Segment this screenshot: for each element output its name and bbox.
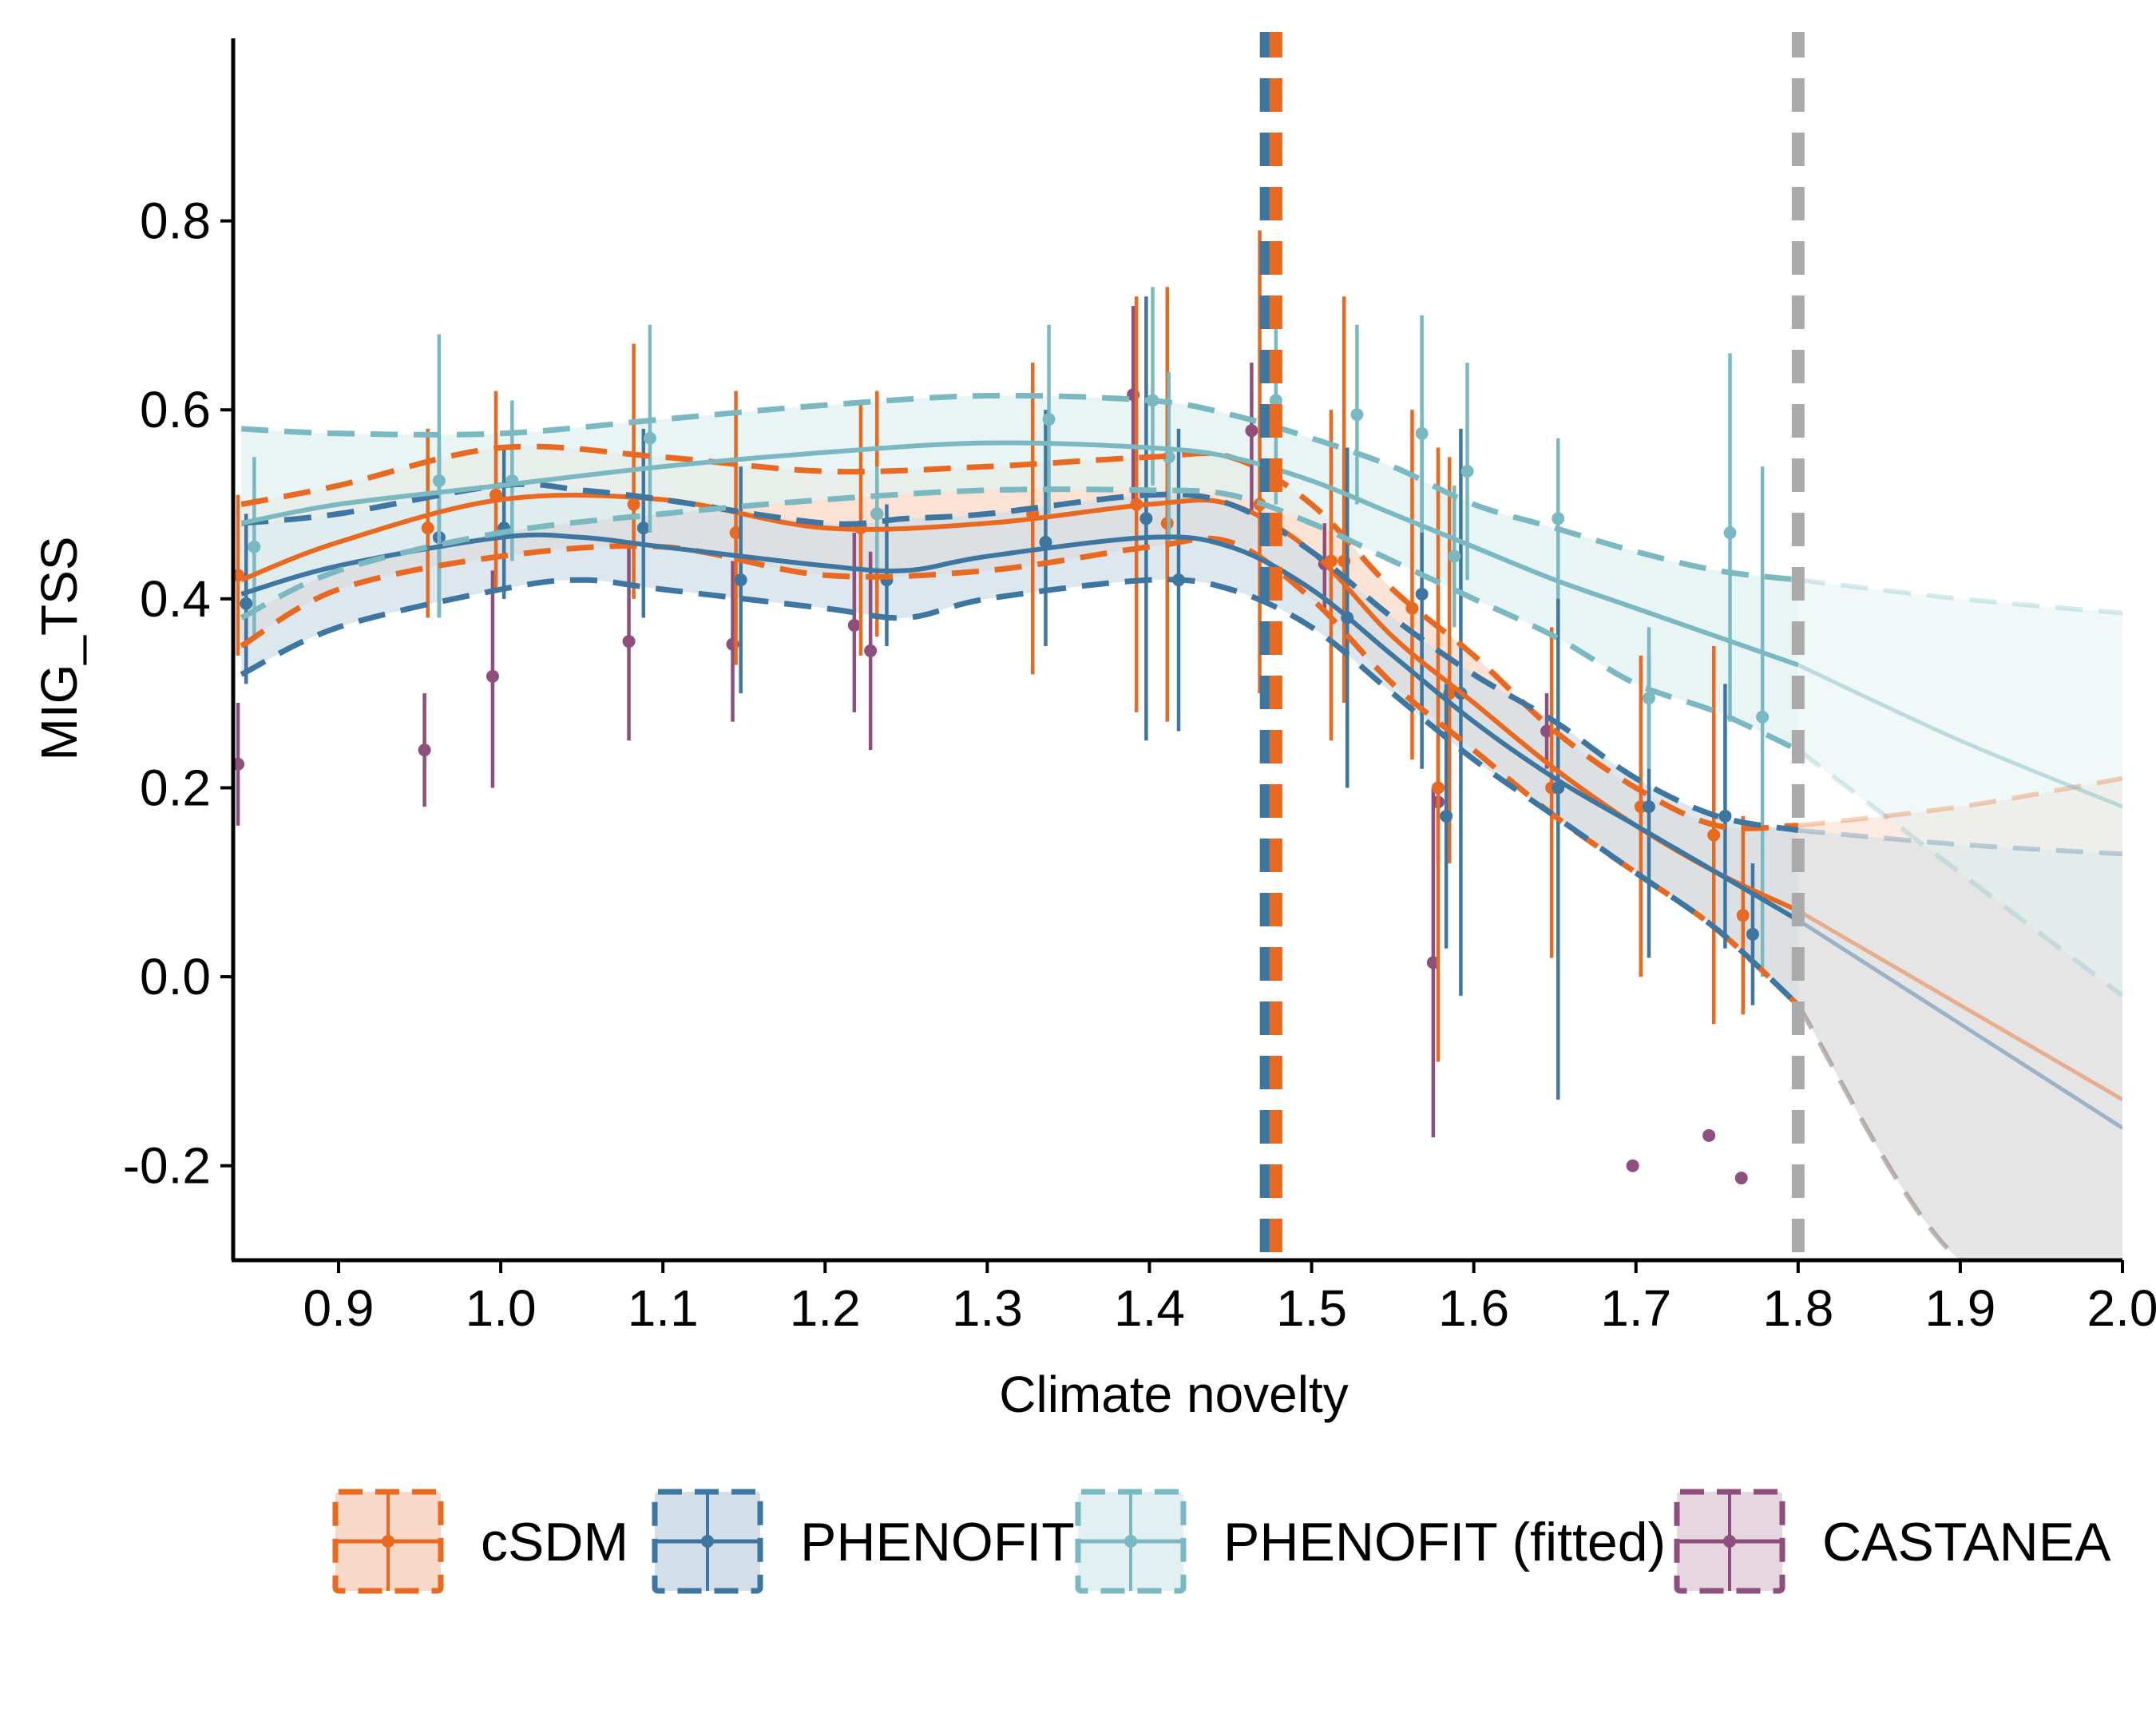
phenofit-point (1746, 927, 1759, 941)
legend-key-point (701, 1535, 714, 1548)
confidence-bands (241, 395, 2122, 1262)
phenofit-fitted-point (1448, 549, 1461, 563)
y-tick-label: 0.2 (140, 759, 211, 816)
legend-label: PHENOFIT (800, 1512, 1075, 1572)
fit-lines (240, 392, 2122, 1262)
phenofit-point (1718, 809, 1732, 823)
x-tick-label: 1.1 (628, 1279, 699, 1337)
error-bars (233, 230, 1770, 1185)
legend-item: PHENOFIT (652, 1489, 1075, 1594)
phenofit-fitted-point (1460, 465, 1474, 478)
csdm-extrap-low-line (1796, 1003, 2122, 1262)
x-tick-label: 1.9 (1924, 1279, 1995, 1337)
csdm-ci-high-line (240, 443, 1798, 831)
phenofit-point (1440, 809, 1453, 823)
legend-item: PHENOFIT (fitted) (1075, 1489, 1666, 1594)
x-tick-label: 1.8 (1762, 1279, 1833, 1337)
csdm-point (627, 498, 640, 511)
phenofit-fitted-point (432, 474, 446, 487)
legend-label: PHENOFIT (fitted) (1223, 1512, 1666, 1572)
x-tick-label: 1.7 (1600, 1279, 1671, 1337)
phenofit-point (636, 521, 650, 535)
castanea-point (1734, 1172, 1748, 1185)
phenofit-extrap-band (1797, 830, 2122, 1262)
x-tick-label: 1.3 (952, 1279, 1023, 1337)
phenofit-fitted-ci-band (241, 395, 1798, 751)
phenofit-fitted-point (248, 540, 261, 553)
phenofit-fitted-point (1415, 426, 1429, 440)
csdm-point (1736, 909, 1750, 922)
csdm-point (421, 521, 434, 535)
legend-label: cSDM (481, 1512, 628, 1572)
phenofit-point (240, 597, 253, 610)
phenofit-point (1415, 587, 1429, 601)
x-tick-label: 1.2 (790, 1279, 861, 1337)
phenofit-point (1039, 535, 1052, 549)
y-tick-label: 0.0 (140, 948, 211, 1005)
x-tick-label: 2.0 (2087, 1279, 2156, 1337)
phenofit-fitted-point (1756, 710, 1770, 724)
castanea-point (1702, 1128, 1716, 1142)
phenofit-point (1139, 512, 1153, 525)
x-tick-label: 1.6 (1438, 1279, 1509, 1337)
legend: cSDM PHENOFIT PHENOFIT (fitted) CASTANEA (332, 1489, 2111, 1594)
x-tick-label: 1.0 (466, 1279, 537, 1337)
x-axis-title: Climate novelty (999, 1366, 1349, 1423)
legend-key-point (1124, 1535, 1137, 1548)
phenofit-fitted-extrap-line (1797, 663, 2122, 809)
phenofit-ci-low-line (240, 577, 1801, 1008)
csdm-ci-low-line (240, 535, 1801, 1008)
csdm-point (1431, 781, 1445, 795)
phenofit-point (734, 573, 747, 587)
phenofit-fitted-fit-line (240, 440, 1799, 668)
y-tick-label: 0.8 (140, 192, 211, 250)
phenofit-fit-line (240, 532, 1800, 922)
phenofit-fitted-extrap-low-line (1796, 748, 2122, 998)
castanea-point (1626, 1159, 1639, 1172)
castanea-point (418, 744, 431, 757)
phenofit-fitted-point (1723, 526, 1737, 540)
legend-item: CASTANEA (1674, 1489, 2111, 1594)
legend-label: CASTANEA (1822, 1512, 2111, 1572)
x-ticks: 0.9 1.0 1.1 1.2 1.3 1.4 1.5 1.6 1.7 1.8 1.9 2.0 (303, 1260, 2156, 1337)
phenofit-fitted-ci-high-line (241, 392, 1799, 583)
phenofit-fitted-point (1269, 394, 1282, 407)
y-axis-title: MIG_TSS (30, 537, 88, 761)
y-tick-label: -0.2 (123, 1137, 211, 1195)
castanea-point (864, 644, 878, 657)
phenofit-fitted-point (643, 431, 656, 445)
y-tick-label: 0.6 (140, 381, 211, 438)
castanea-point (622, 635, 636, 648)
x-tick-label: 0.9 (303, 1279, 375, 1337)
csdm-point (1707, 828, 1721, 842)
phenofit-fitted-point (1552, 512, 1565, 525)
x-tick-label: 1.4 (1114, 1279, 1185, 1337)
castanea-point (1245, 424, 1258, 438)
axes (231, 38, 2122, 1263)
phenofit-extrap-line (1797, 918, 2122, 1130)
phenofit-fitted-point (1642, 692, 1655, 705)
y-ticks: -0.2 0.0 0.2 0.4 0.6 0.8 (123, 192, 233, 1195)
castanea-point (847, 618, 861, 632)
y-tick-label: 0.4 (140, 570, 211, 628)
phenofit-extrap-low-line (1796, 1003, 2122, 1262)
castanea-point (233, 757, 245, 771)
phenofit-fitted-extrap-band (1797, 580, 2122, 996)
phenofit-fitted-point (1042, 413, 1056, 426)
phenofit-point (1642, 800, 1655, 814)
phenofit-fitted-point (870, 507, 884, 521)
legend-key-point (1723, 1535, 1736, 1548)
legend-item: cSDM (332, 1489, 628, 1594)
legend-key-point (382, 1535, 394, 1548)
castanea-point (485, 669, 499, 683)
x-tick-label: 1.5 (1276, 1279, 1347, 1337)
threshold-lines (1259, 32, 1805, 1260)
phenofit-fitted-ci-low-line (240, 486, 1800, 753)
csdm-extrap-line (1797, 909, 2122, 1102)
csdm-fit-line (240, 493, 1800, 914)
phenofit-ci-high-line (240, 481, 1799, 834)
phenofit-fitted-point (1350, 408, 1364, 422)
